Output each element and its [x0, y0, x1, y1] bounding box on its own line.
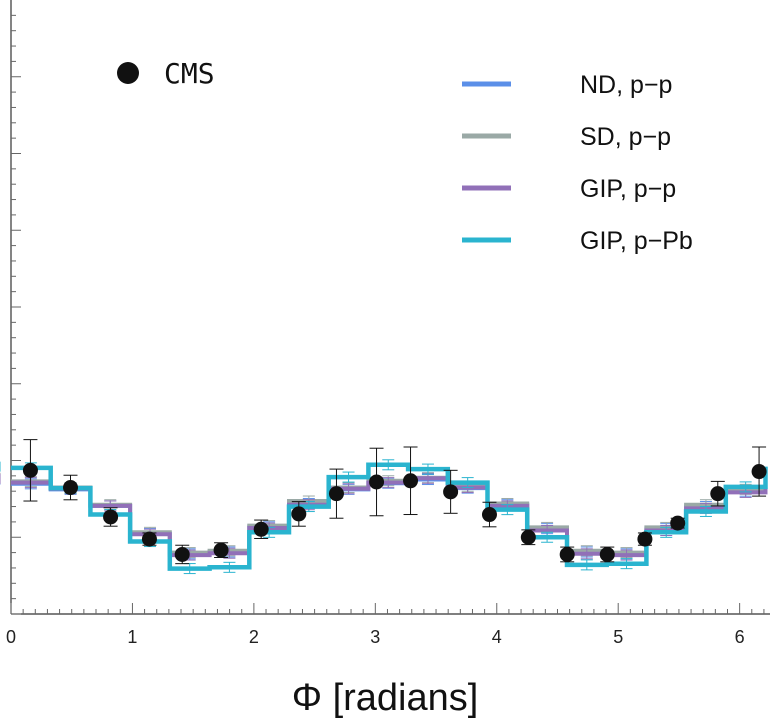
- data-point: [403, 473, 419, 489]
- data-point: [141, 531, 157, 547]
- data-point: [103, 509, 119, 525]
- data-point: [599, 546, 615, 562]
- cms-data-points: [22, 439, 767, 565]
- x-tick-label: 5: [613, 627, 623, 647]
- x-tick-label: 6: [735, 627, 745, 647]
- cms-label: CMS: [164, 57, 215, 90]
- data-point: [751, 464, 767, 480]
- legend-label: SD, p−p: [580, 123, 671, 151]
- data-point: [291, 506, 307, 522]
- data-point: [710, 486, 726, 502]
- x-tick-label: 3: [370, 627, 380, 647]
- data-point: [559, 546, 575, 562]
- x-axis-label: Φ [radians]: [292, 677, 479, 719]
- data-point: [481, 507, 497, 523]
- x-tick-label: 4: [492, 627, 502, 647]
- cms-legend: CMS: [117, 57, 215, 90]
- x-axis-ticks: 0 1 2 3 4 5 6: [6, 603, 765, 647]
- x-tick-label: 1: [127, 627, 137, 647]
- data-point: [213, 542, 229, 558]
- x-tick-label: 0: [6, 627, 16, 647]
- data-point: [63, 480, 79, 496]
- data-point: [328, 486, 344, 502]
- cms-marker-icon: [117, 62, 139, 84]
- legend-label: GIP, p−Pb: [580, 227, 693, 255]
- data-point: [174, 546, 190, 562]
- legend-label: GIP, p−p: [580, 175, 676, 203]
- data-point: [443, 484, 459, 500]
- data-point: [670, 515, 686, 531]
- data-point: [253, 521, 269, 537]
- data-point: [369, 474, 385, 490]
- x-tick-label: 2: [249, 627, 259, 647]
- data-point: [22, 462, 38, 478]
- data-point: [637, 531, 653, 547]
- legend: ND, p−p SD, p−p GIP, p−p GIP, p−Pb: [462, 71, 693, 255]
- data-point: [520, 529, 536, 545]
- legend-label: ND, p−p: [580, 71, 672, 99]
- y-axis-ticks: [11, 14, 21, 615]
